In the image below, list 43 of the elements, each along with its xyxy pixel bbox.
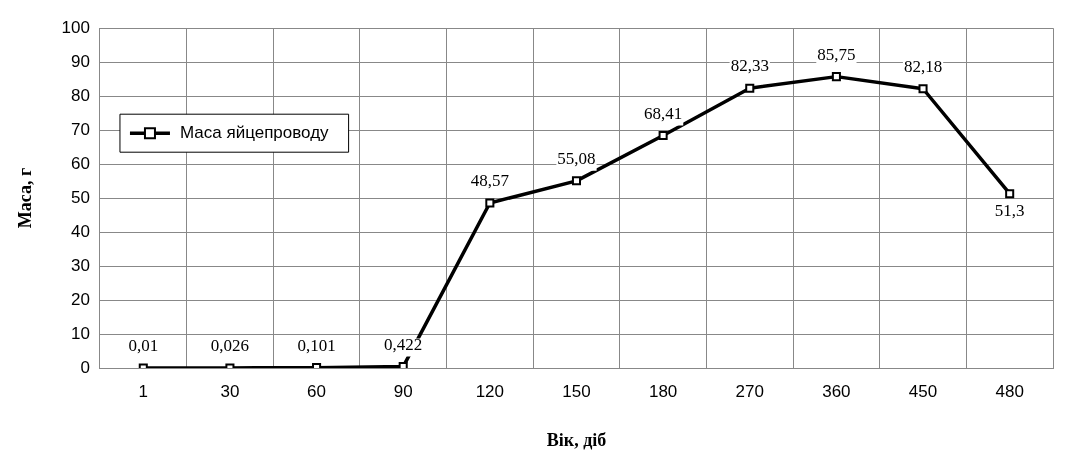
point [918,84,928,94]
y-axis-title: Маса, г [15,167,36,229]
x-axis-title: Вік, діб [546,429,607,450]
y-tick-label: 10 [71,323,90,343]
y-tick-label: 70 [71,119,90,139]
x-tick-label: 450 [908,381,938,401]
data-label: 85,75 [817,44,856,64]
data-label: 55,08 [557,148,596,168]
x-tick-label: 150 [562,381,591,401]
x-tick-label: 120 [475,381,505,401]
y-tick-label: 50 [71,187,90,207]
x-tick-label: 270 [735,381,764,401]
data-label: 51,3 [994,200,1025,220]
data-label: 82,33 [730,56,769,76]
data-label: 82,18 [903,56,943,76]
point [571,176,582,186]
point [658,131,668,141]
x-tick-label: 360 [822,381,851,401]
data-label: 0,01 [128,335,159,355]
y-tick-label: 30 [71,255,90,275]
y-tick-label: 90 [71,51,90,71]
legend-label: Маса яйцепроводу [179,122,330,142]
y-tick-label: 0 [80,357,90,377]
x-tick-label: 180 [648,381,678,401]
data-label: 0,026 [210,335,250,355]
y-tick-label: 20 [71,289,90,309]
x-tick-label: 60 [307,381,327,401]
point [831,72,841,82]
x-tick-label: 30 [220,381,240,401]
data-label: 48,57 [470,170,510,190]
y-tick-label: 40 [71,221,90,241]
data-label: 0,101 [297,335,336,355]
y-tick-label: 60 [71,153,90,173]
data-label: 0,422 [384,334,423,354]
y-tick-label: 100 [61,17,90,37]
x-tick-label: 480 [995,381,1024,401]
point [1005,189,1015,199]
x-tick-label: 1 [138,381,149,401]
x-tick-label: 90 [393,381,413,401]
y-tick-label: 80 [71,85,90,105]
point [745,83,755,93]
point [485,198,495,208]
data-label: 68,41 [644,103,683,123]
